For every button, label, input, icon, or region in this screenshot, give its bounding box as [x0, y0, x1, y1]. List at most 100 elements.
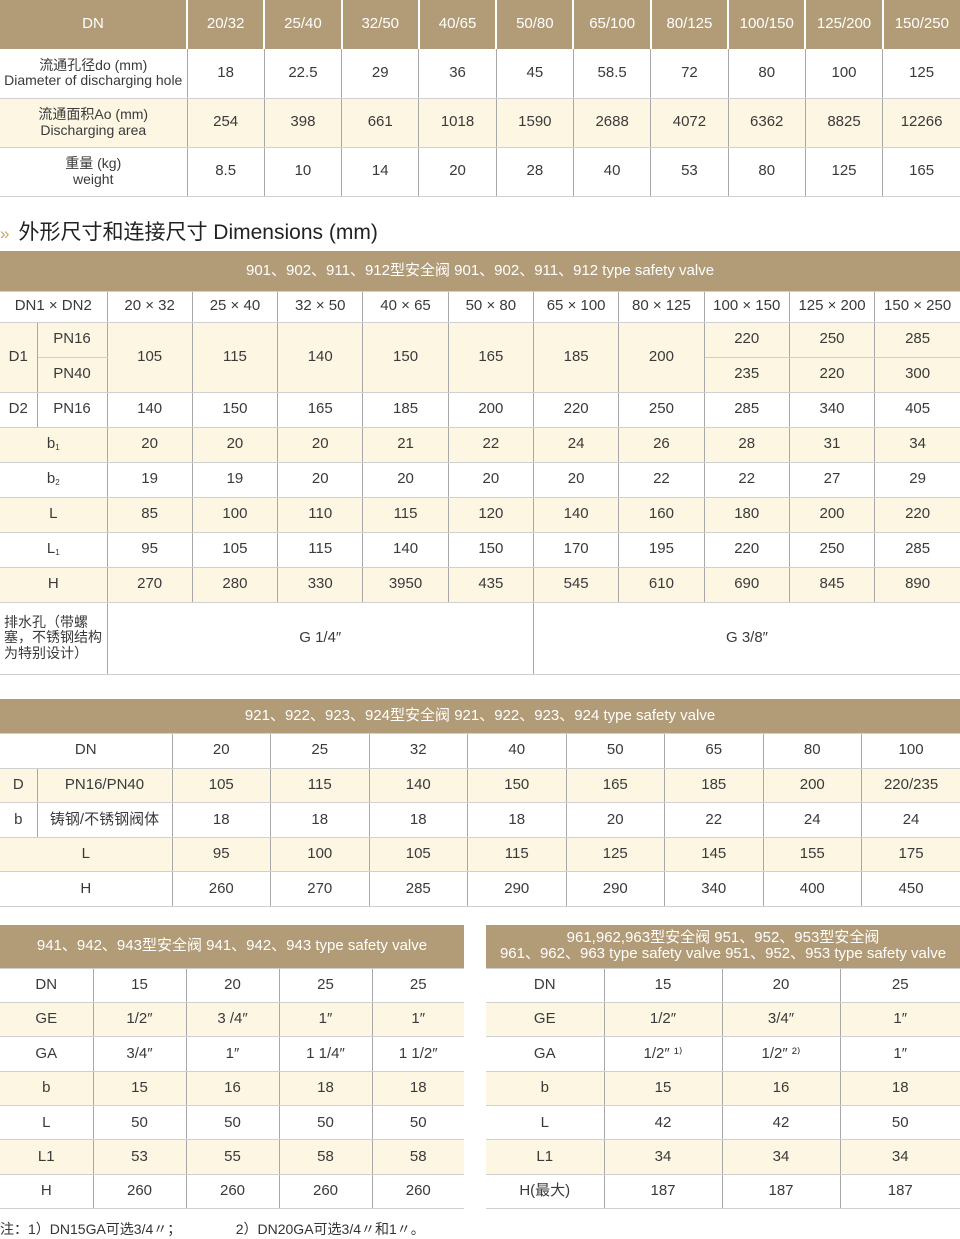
column-header: 150/250 [883, 0, 960, 49]
table-caption: 921、922、923、924型安全阀 921、922、923、924 type… [0, 699, 960, 733]
table-cell: 29 [342, 49, 419, 98]
row-label: GA [0, 1037, 93, 1071]
table-cell: 80 [728, 147, 805, 196]
table-cell: 58.5 [573, 49, 650, 98]
table-cell: 260 [93, 1174, 186, 1208]
caption-line: 961,962,963型安全阀 951、952、953型安全阀 [486, 930, 960, 947]
table-cell: 260 [372, 1174, 464, 1208]
table-cell: 4072 [651, 98, 728, 147]
table-cell: 3/4″ [93, 1037, 186, 1071]
table-cell: 1″ [372, 1002, 464, 1036]
row-label-text: H [48, 575, 59, 592]
column-header: 40 × 65 [363, 291, 448, 322]
table-cell: 250 [789, 532, 874, 567]
row-label: b1 [0, 427, 107, 462]
table-cell: 290 [468, 872, 567, 907]
table-cell: 24 [533, 427, 618, 462]
row-label: H [0, 1174, 93, 1208]
row-label-text: L [47, 540, 55, 557]
table-cell: 42 [722, 1106, 840, 1140]
table-cell: 100 [805, 49, 882, 98]
table-cell: 165 [566, 768, 665, 803]
table-cell: 260 [279, 1174, 372, 1208]
table-cell: 140 [533, 497, 618, 532]
table-cell: 50 [372, 1106, 464, 1140]
table-cell: 150 [192, 392, 277, 427]
table-cell: 405 [875, 392, 960, 427]
table-cell: 18 [279, 1071, 372, 1105]
table-cell: 53 [93, 1140, 186, 1174]
column-header: DN [0, 0, 187, 49]
table-cell: 254 [187, 98, 264, 147]
column-header: 50 [566, 733, 665, 768]
table-cell: 12266 [883, 98, 960, 147]
row-label: L [0, 837, 172, 872]
table-cell: 185 [665, 768, 764, 803]
row-label-text: L [49, 505, 57, 522]
table-cell: 1590 [496, 98, 573, 147]
table-cell: 140 [369, 768, 468, 803]
table-cell: 220/235 [862, 768, 960, 803]
column-header: 100/150 [728, 0, 805, 49]
row-label: PN16/PN40 [37, 768, 172, 803]
table-row: 921、922、923、924型安全阀 921、922、923、924 type… [0, 699, 960, 733]
table-cell: 300 [875, 357, 960, 392]
table-cell: 1018 [419, 98, 496, 147]
table-cell: 24 [862, 803, 960, 838]
table-cell: 18 [468, 803, 567, 838]
table-cell: 280 [192, 567, 277, 602]
table-cell: 20 [363, 462, 448, 497]
column-header: 100 [862, 733, 960, 768]
table-cell: 3950 [363, 567, 448, 602]
table-cell: 845 [789, 567, 874, 602]
table-cell: 200 [763, 768, 862, 803]
dimensions-table-921: 921、922、923、924型安全阀 921、922、923、924 type… [0, 699, 960, 907]
row-label-line: Diameter of discharging hole [0, 73, 187, 88]
table-cell: 270 [107, 567, 192, 602]
table-cell: 2688 [573, 98, 650, 147]
column-header: 80 × 125 [619, 291, 704, 322]
row-sublabel: PN16 [37, 392, 107, 427]
table-cell: 20 [192, 427, 277, 462]
table-cell: 28 [704, 427, 789, 462]
table-cell: 435 [448, 567, 533, 602]
table-cell: 145 [665, 837, 764, 872]
row-label: 重量 (kg)weight [0, 147, 187, 196]
table-cell: 140 [278, 322, 363, 392]
table-row: 901、902、911、912型安全阀 901、902、911、912 type… [0, 251, 960, 291]
row-label: b [0, 1071, 93, 1105]
table-cell: 105 [192, 532, 277, 567]
table-cell: 20 [278, 462, 363, 497]
table-cell: 285 [875, 532, 960, 567]
subscript: 1 [55, 443, 59, 452]
column-header: DN [0, 733, 172, 768]
row-label-line: 重量 (kg) [0, 156, 187, 171]
table-cell: 100 [271, 837, 370, 872]
row-label: L1 [486, 1140, 604, 1174]
table-cell: 285 [704, 392, 789, 427]
dimensions-table-901: 901、902、911、912型安全阀 901、902、911、912 type… [0, 251, 960, 675]
column-header: 100 × 150 [704, 291, 789, 322]
row-label: H [0, 872, 172, 907]
row-label: H(最大) [486, 1174, 604, 1208]
table-cell: 55 [186, 1140, 279, 1174]
table-cell: 22 [665, 803, 764, 838]
table-cell: 1″ [186, 1037, 279, 1071]
column-header: 40/65 [419, 0, 496, 49]
table-cell: 8825 [805, 98, 882, 147]
table-cell: G 3/8″ [533, 602, 960, 674]
table-cell: 220 [704, 322, 789, 357]
table-cell: 28 [496, 147, 573, 196]
table-cell: 20 [419, 147, 496, 196]
table-cell: 220 [875, 497, 960, 532]
table-cell: 220 [533, 392, 618, 427]
table-cell: 95 [172, 837, 271, 872]
